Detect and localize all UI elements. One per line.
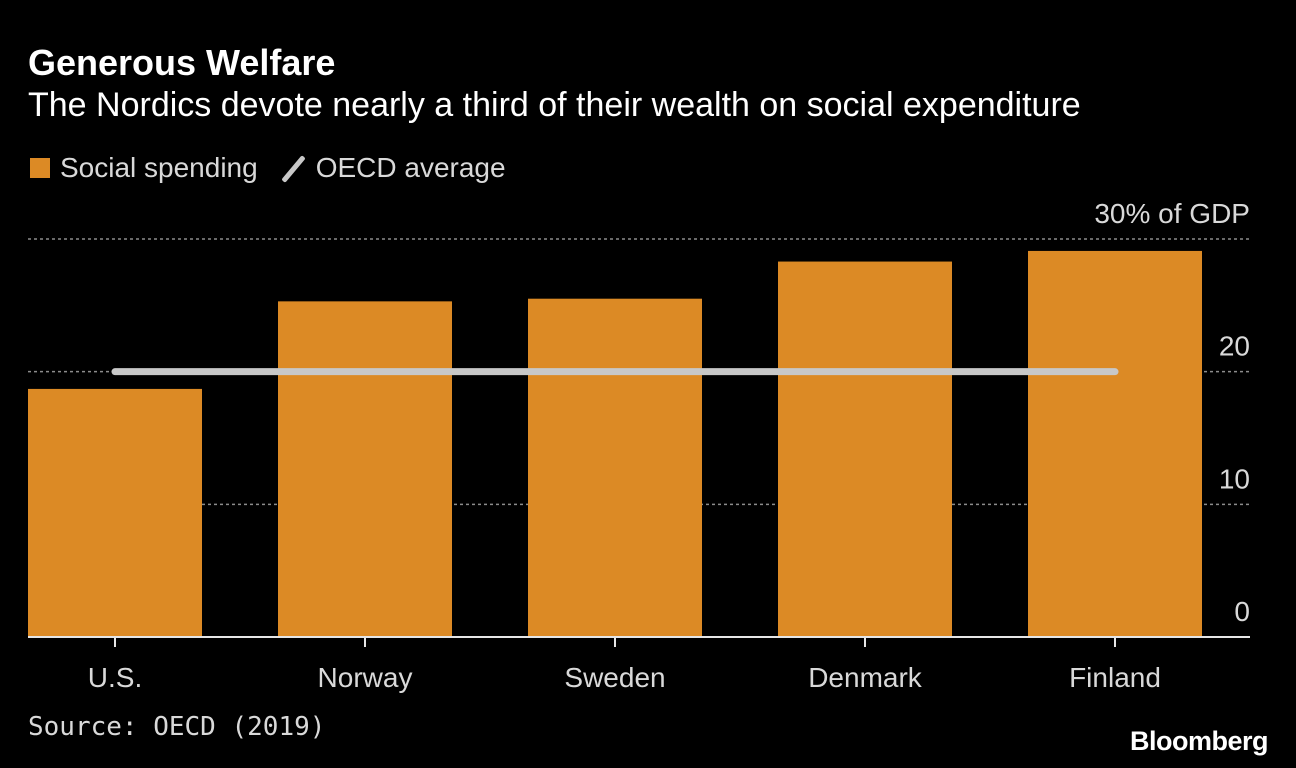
chart-title: Generous Welfare	[28, 42, 336, 83]
bar-denmark	[778, 261, 952, 637]
x-axis	[28, 636, 1250, 647]
bar-sweden	[528, 298, 702, 637]
x-tick-label: Norway	[318, 662, 413, 693]
tick-labels: 0 10 20 30% of GDP U.S. Norway Sweden Denmark Fi…	[88, 198, 1250, 693]
x-tick-label: Denmark	[808, 662, 923, 693]
bar-us	[28, 388, 202, 637]
bar-chart: 0 10 20 30% of GDP U.S. Norway Sweden Denmark Fi…	[28, 198, 1250, 693]
bar-norway	[278, 301, 452, 637]
y-tick-label: 30% of GDP	[1094, 198, 1250, 229]
x-tick-label: U.S.	[88, 662, 142, 693]
bars	[28, 250, 1202, 637]
legend-bar-label: Social spending	[60, 152, 258, 183]
x-tick-label: Sweden	[564, 662, 665, 693]
legend-line-label: OECD average	[315, 152, 506, 183]
bar-finland	[1028, 250, 1202, 637]
legend-bar-swatch	[30, 158, 50, 178]
legend: Social spending OECD average	[30, 150, 506, 186]
bloomberg-logo: Bloomberg	[1129, 726, 1269, 756]
x-tick-label: Finland	[1069, 662, 1161, 693]
y-tick-label: 0	[1234, 596, 1250, 627]
chart-subtitle: The Nordics devote nearly a third of the…	[28, 86, 1081, 124]
y-tick-label: 10	[1219, 463, 1250, 494]
source-note: Source: OECD (2019)	[28, 712, 326, 742]
y-tick-label: 20	[1219, 331, 1250, 362]
